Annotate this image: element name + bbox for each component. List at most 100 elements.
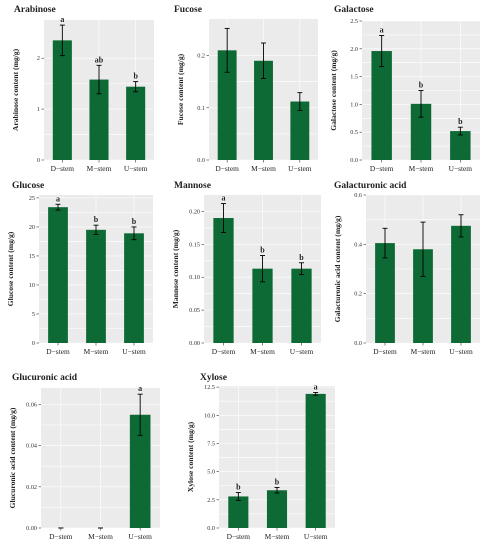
significance-letter: b: [133, 72, 138, 81]
y-axis-label: Galacturonic acid content (mg/g): [333, 215, 342, 322]
x-tick-label: D−stem: [49, 532, 73, 541]
chart-panel-5: Mannose 0.00 0.05 0.10 0.15 0.20 a D−stem b M−ste…: [171, 181, 321, 356]
y-tick-label: 0.0: [197, 157, 205, 164]
x-tick-label: D−stem: [373, 347, 397, 356]
y-axis-label: Xylose content (mg/g): [186, 421, 195, 492]
significance-letter: a: [222, 194, 226, 203]
x-tick-label: U−stem: [449, 164, 473, 173]
bar: [266, 490, 288, 528]
chart-title: Mannose: [174, 181, 211, 191]
chart-panel-2: Fucose 0.0 0.1 0.2 D−stem M−stem U−stem Fucose …: [174, 5, 318, 173]
y-axis-label: Glucose content (mg/g): [6, 231, 15, 306]
x-tick-label: D−stem: [212, 347, 236, 356]
significance-letter: b: [94, 215, 99, 224]
bar: [254, 60, 273, 160]
bar: [375, 243, 395, 343]
bar: [305, 393, 326, 528]
y-tick-label: 0.0: [354, 340, 362, 347]
y-tick-label: 2.5: [350, 18, 358, 25]
y-tick-label: 0.5: [350, 129, 358, 136]
significance-letter: b: [236, 483, 241, 492]
y-tick-label: 0.2: [354, 291, 362, 298]
x-tick-label: U−stem: [124, 164, 148, 173]
x-tick-label: U−stem: [304, 532, 328, 541]
x-tick-label: D−stem: [370, 164, 394, 173]
bar: [410, 103, 432, 160]
bar: [413, 249, 433, 343]
y-tick-label: 7.5: [207, 440, 215, 447]
x-tick-label: M−stem: [265, 532, 290, 541]
x-tick-label: M−stem: [409, 164, 434, 173]
y-tick-label: 0.1: [197, 105, 205, 112]
x-tick-label: M−stem: [411, 347, 436, 356]
y-tick-label: 0.06: [26, 401, 37, 408]
x-tick-label: U−stem: [288, 164, 312, 173]
significance-letter: a: [314, 383, 318, 392]
chart-title: Galacturonic acid: [334, 181, 407, 191]
bar: [451, 225, 471, 343]
bar: [124, 233, 144, 343]
x-tick-label: M−stem: [88, 532, 113, 541]
y-tick-label: 2: [37, 55, 40, 62]
bar: [450, 131, 471, 160]
y-tick-label: 5.0: [207, 469, 215, 476]
y-tick-label: 20: [29, 224, 35, 231]
y-tick-label: 0.0: [207, 525, 215, 532]
y-axis-label: Fucose content (mg/g): [176, 53, 185, 125]
y-tick-label: 15: [29, 253, 35, 260]
x-tick-label: M−stem: [250, 347, 275, 356]
significance-letter: b: [299, 253, 304, 262]
bar: [86, 229, 106, 343]
x-tick-label: D−stem: [46, 347, 70, 356]
bar: [213, 218, 234, 343]
chart-title: Galactose: [334, 5, 374, 15]
significance-letter: ab: [95, 55, 104, 64]
y-tick-label: 0.00: [189, 340, 200, 347]
chart-title: Fucose: [174, 5, 202, 15]
y-tick-label: 0: [32, 340, 35, 347]
y-tick-label: 0.10: [189, 274, 200, 281]
x-tick-label: D−stem: [215, 164, 239, 173]
chart-title: Glucuronic acid: [12, 373, 78, 383]
y-tick-label: 1: [37, 106, 40, 113]
y-tick-label: 1.0: [350, 101, 358, 108]
significance-letter: a: [56, 194, 60, 203]
bar: [291, 268, 312, 343]
y-tick-label: 10.0: [204, 412, 215, 419]
bar: [48, 207, 68, 343]
significance-letter: b: [458, 117, 463, 126]
significance-letter: b: [419, 81, 424, 90]
significance-letter: a: [60, 15, 64, 24]
x-tick-label: M−stem: [251, 164, 276, 173]
y-axis-label: Arabinose content (mg/g): [11, 48, 20, 131]
bar: [52, 40, 72, 161]
x-tick-label: U−stem: [122, 347, 146, 356]
y-tick-label: 0.4: [354, 241, 362, 248]
significance-letter: b: [132, 217, 137, 226]
bar: [228, 496, 249, 528]
y-tick-label: 0.6: [354, 192, 362, 199]
significance-letter: a: [380, 25, 384, 34]
y-tick-label: 12.5: [204, 384, 215, 391]
y-tick-label: 5: [32, 311, 35, 318]
bar: [290, 101, 310, 160]
bar: [129, 414, 151, 528]
chart-title: Arabinose: [14, 5, 56, 15]
significance-letter: b: [275, 477, 280, 486]
x-tick-label: D−stem: [51, 164, 75, 173]
x-tick-label: U−stem: [449, 347, 473, 356]
bar: [126, 86, 146, 160]
x-tick-label: U−stem: [290, 347, 314, 356]
chart-title: Glucose: [12, 181, 44, 191]
bar: [89, 79, 109, 160]
y-tick-label: 0.00: [26, 525, 37, 532]
y-tick-label: 1.5: [350, 74, 358, 81]
y-axis-label: Galactose content (mg/g): [329, 50, 338, 131]
y-tick-label: 10: [29, 282, 35, 289]
y-tick-label: 2.5: [207, 497, 215, 504]
y-tick-label: 0.04: [26, 443, 37, 450]
y-tick-label: 0.02: [26, 484, 37, 491]
chart-panel-8: Xylose 0.0 2.5 5.0 7.5 10.0 12.5 b D−stem b M−stem…: [186, 373, 335, 541]
y-axis-label: Mannose content (mg/g): [171, 229, 180, 308]
